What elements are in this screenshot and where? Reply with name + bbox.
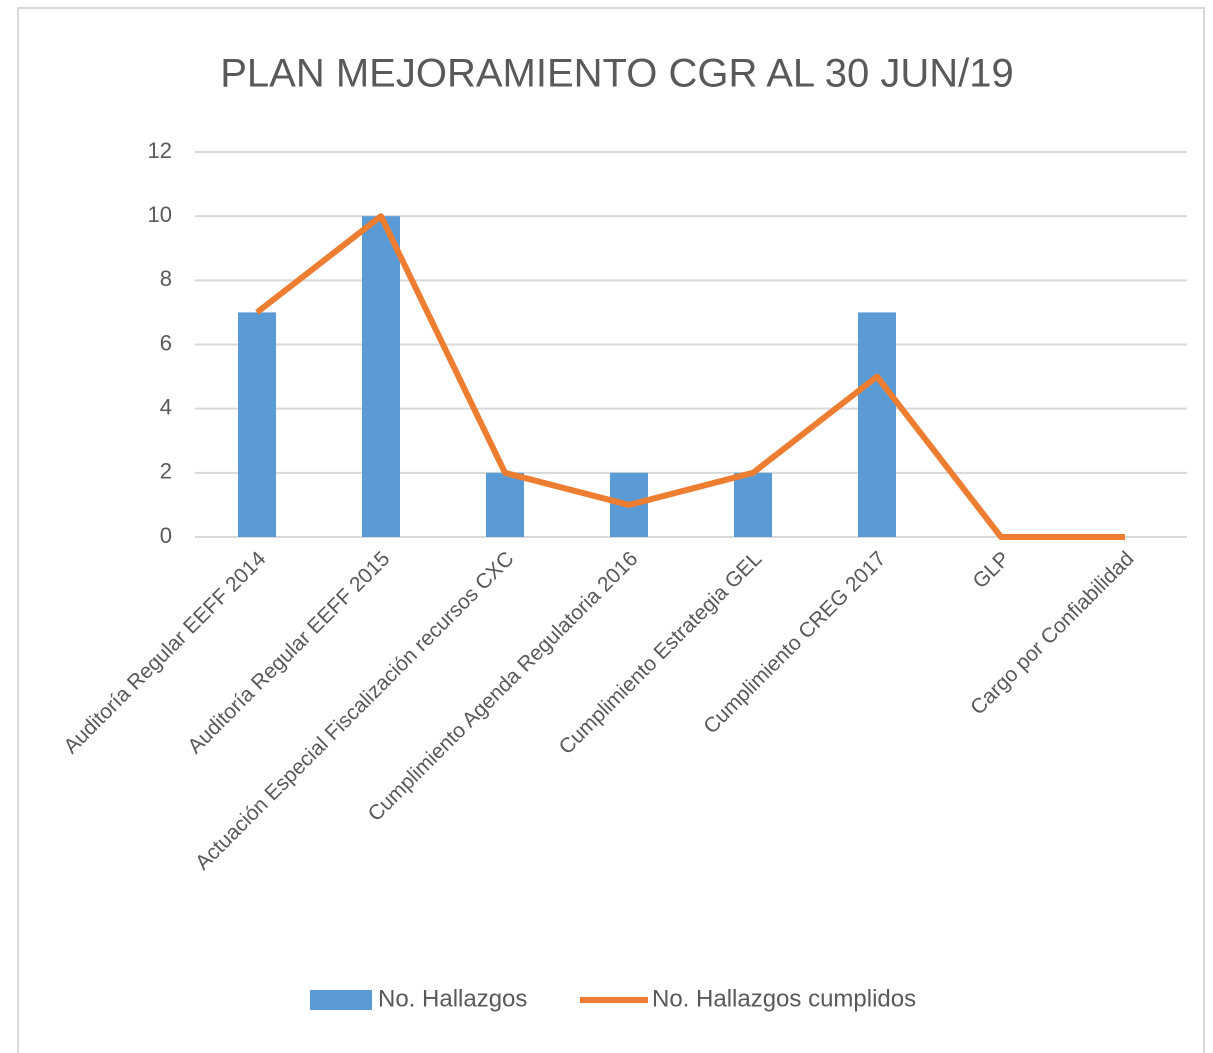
bar (362, 216, 400, 537)
legend-label: No. Hallazgos cumplidos (652, 985, 916, 1012)
legend-swatch (310, 990, 372, 1010)
chart-title: PLAN MEJORAMIENTO CGR AL 30 JUN/19 (220, 52, 1014, 96)
y-tick-label: 2 (160, 459, 172, 484)
bar (734, 472, 772, 537)
bar (238, 312, 276, 537)
line (255, 213, 1125, 540)
y-tick-label: 4 (160, 394, 172, 419)
bar (858, 312, 896, 537)
bar (486, 472, 524, 537)
legend-label: No. Hallazgos (378, 985, 527, 1012)
y-tick-label: 6 (160, 330, 172, 355)
y-tick-label: 8 (160, 266, 172, 291)
y-tick-label: 10 (148, 202, 172, 227)
y-tick-label: 0 (160, 523, 172, 548)
y-tick-label: 12 (148, 138, 172, 163)
